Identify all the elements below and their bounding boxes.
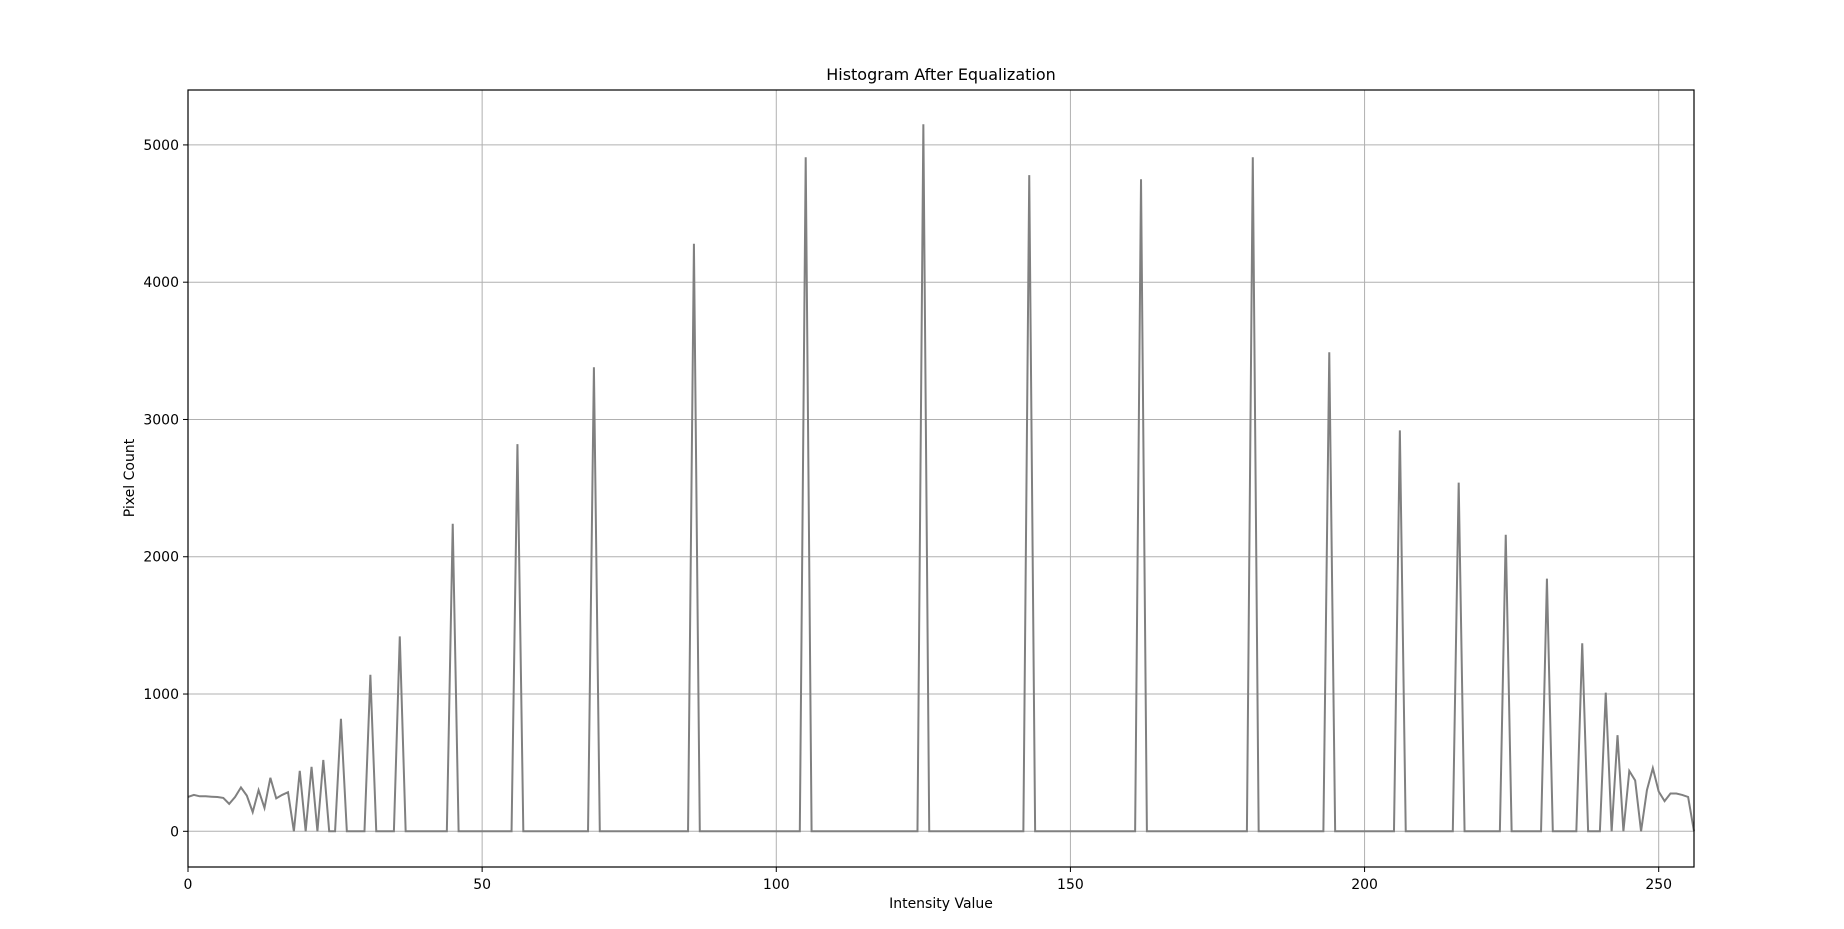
y-tick-label: 0 bbox=[170, 824, 179, 840]
x-tick-label: 0 bbox=[184, 877, 193, 893]
x-tick-label: 250 bbox=[1645, 877, 1672, 893]
chart-title: Histogram After Equalization bbox=[826, 65, 1056, 84]
y-tick-label: 2000 bbox=[143, 550, 179, 566]
x-axis-label: Intensity Value bbox=[889, 896, 993, 912]
y-tick-label: 1000 bbox=[143, 687, 179, 703]
axis-ticks: 0 50 100 150 200 250 0 1000 2000 3000 4000 5000 bbox=[143, 138, 1672, 893]
x-tick-label: 50 bbox=[473, 877, 491, 893]
y-axis-label: Pixel Count bbox=[122, 438, 138, 517]
plot-frame bbox=[187, 89, 1695, 868]
x-tick-label: 200 bbox=[1351, 877, 1378, 893]
x-tick-label: 100 bbox=[763, 877, 790, 893]
y-tick-label: 4000 bbox=[143, 275, 179, 291]
y-tick-label: 3000 bbox=[143, 412, 179, 428]
histogram-line bbox=[187, 124, 1695, 833]
series-layer bbox=[187, 124, 1695, 833]
x-tick-label: 150 bbox=[1057, 877, 1084, 893]
y-tick-label: 5000 bbox=[143, 138, 179, 154]
